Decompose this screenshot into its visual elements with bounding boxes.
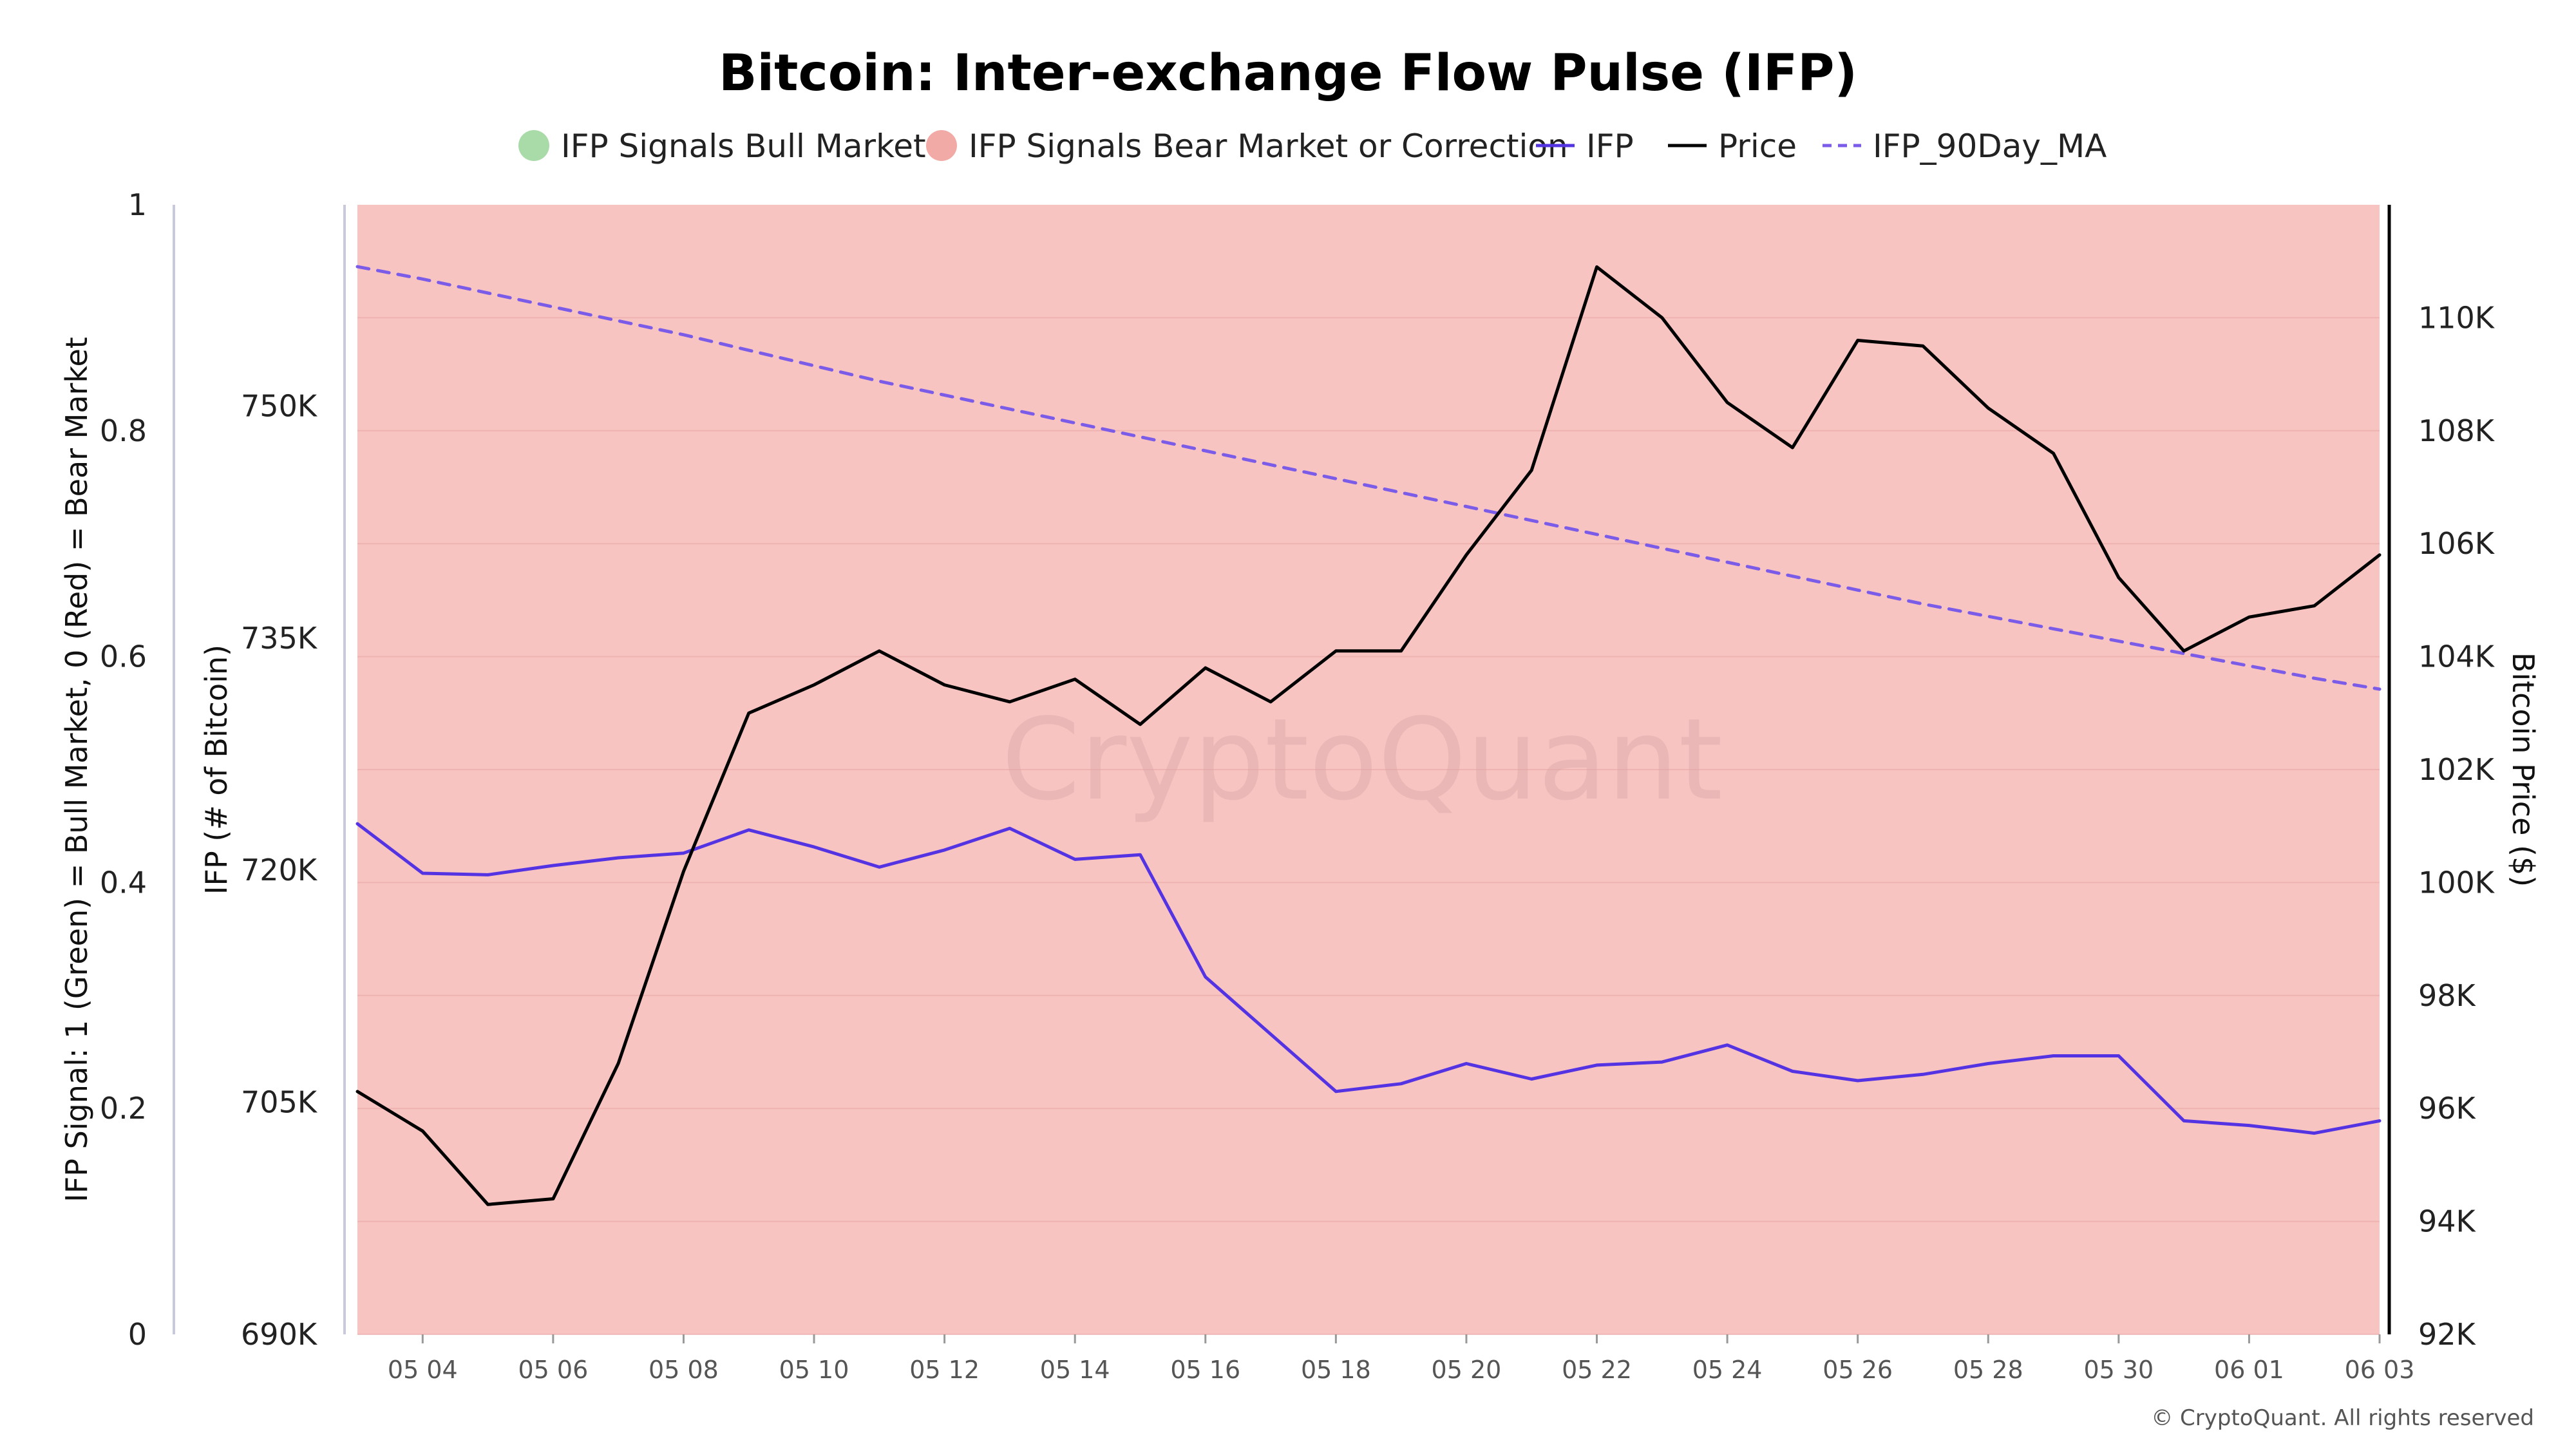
copyright: © CryptoQuant. All rights reserved [2151, 1405, 2534, 1431]
legend-label: IFP Signals Bull Market [561, 128, 926, 165]
series-line-ifp-90day-ma [355, 265, 2382, 691]
x-tick-label: 05 12 [909, 1356, 980, 1384]
series-layer [355, 265, 2382, 1206]
legend-item[interactable]: IFP Signals Bull Market [518, 128, 926, 165]
x-tick-label: 06 01 [2214, 1356, 2284, 1384]
x-tick-label: 05 14 [1040, 1356, 1110, 1384]
signal-tick-label: 0.2 [100, 1091, 147, 1126]
ifp-tick-label: 720K [241, 853, 318, 887]
x-tick-label: 05 28 [1953, 1356, 2023, 1384]
signal-tick-label: 0 [128, 1317, 147, 1352]
signal-tick-label: 1 [128, 187, 147, 222]
legend-dot-icon [926, 130, 957, 161]
price-tick-label: 106K [2418, 526, 2496, 561]
price-tick-label: 100K [2418, 865, 2496, 900]
legend-item[interactable]: IFP_90Day_MA [1823, 128, 2107, 165]
signal-tick-label: 0.4 [100, 865, 147, 900]
x-tick-label: 05 22 [1562, 1356, 1632, 1384]
gridlines [357, 317, 2380, 1335]
x-tick-label: 05 26 [1823, 1356, 1893, 1384]
price-tick-label: 104K [2418, 639, 2496, 674]
legend-item[interactable]: IFP Signals Bear Market or Correction [926, 128, 1568, 165]
x-axis-ticks: 05 04 05 06 05 08 05 10 05 12 05 14 05 16 05 18… [388, 1334, 2415, 1384]
x-tick-label: 05 30 [2083, 1356, 2154, 1384]
legend-label: IFP_90Day_MA [1873, 128, 2107, 165]
signal-tick-label: 0.6 [100, 639, 147, 674]
ifp-axis-ticks: 690K 705K 720K 735K 750K [241, 388, 318, 1352]
legend: IFP Signals Bull Market IFP Signals Bear … [518, 128, 2107, 165]
price-tick-label: 94K [2418, 1204, 2477, 1239]
price-axis-ticks: 92K 94K 96K 98K 100K 102K 104K 106K 108K 110K [2418, 300, 2496, 1352]
legend-label: IFP [1586, 128, 1634, 165]
x-tick-label: 06 03 [2345, 1356, 2415, 1384]
legend-item[interactable]: IFP [1536, 128, 1634, 165]
legend-label: Price [1718, 128, 1797, 165]
ifp-tick-label: 705K [241, 1085, 318, 1120]
x-tick-label: 05 08 [649, 1356, 719, 1384]
price-tick-label: 98K [2418, 978, 2477, 1013]
legend-label: IFP Signals Bear Market or Correction [969, 128, 1568, 165]
legend-item[interactable]: Price [1668, 128, 1797, 165]
x-tick-label: 05 04 [388, 1356, 458, 1384]
price-tick-label: 108K [2418, 413, 2496, 448]
series-line-ifp [355, 822, 2382, 1135]
price-tick-label: 110K [2418, 300, 2496, 335]
x-tick-label: 05 20 [1432, 1356, 1502, 1384]
x-tick-label: 05 16 [1170, 1356, 1240, 1384]
price-tick-label: 102K [2418, 752, 2496, 787]
series-line-price [355, 265, 2382, 1206]
signal-axis-ticks: 0 0.2 0.4 0.6 0.8 1 [100, 187, 147, 1352]
price-tick-label: 96K [2418, 1091, 2477, 1126]
ifp-axis-title: IFP (# of Bitcoin) [199, 645, 234, 895]
ifp-tick-label: 690K [241, 1317, 318, 1352]
x-tick-label: 05 06 [518, 1356, 588, 1384]
legend-dot-icon [518, 130, 549, 161]
x-tick-label: 05 10 [779, 1356, 849, 1384]
signal-axis-title: IFP Signal: 1 (Green) = Bull Market, 0 (… [59, 337, 94, 1202]
price-axis-title: Bitcoin Price ($) [2506, 652, 2541, 887]
price-tick-label: 92K [2418, 1317, 2477, 1352]
signal-tick-label: 0.8 [100, 413, 147, 448]
ifp-tick-label: 735K [241, 621, 318, 656]
chart-title: Bitcoin: Inter-exchange Flow Pulse (IFP) [719, 44, 1857, 102]
ifp-tick-label: 750K [241, 388, 318, 423]
x-tick-label: 05 24 [1692, 1356, 1763, 1384]
watermark: CryptoQuant [1001, 695, 1723, 826]
x-tick-label: 05 18 [1301, 1356, 1371, 1384]
